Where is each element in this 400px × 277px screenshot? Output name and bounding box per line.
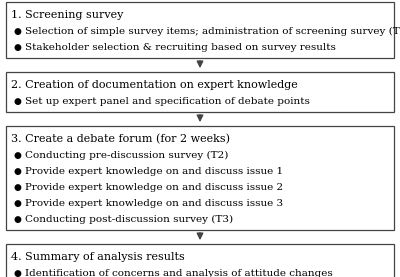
- Text: Selection of simple survey items; administration of screening survey (T1): Selection of simple survey items; admini…: [25, 27, 400, 36]
- Text: Conducting post-discussion survey (T3): Conducting post-discussion survey (T3): [25, 215, 233, 224]
- Text: ●: ●: [13, 151, 21, 160]
- Text: Provide expert knowledge on and discuss issue 3: Provide expert knowledge on and discuss …: [25, 199, 283, 208]
- Bar: [6, 126, 394, 230]
- Bar: [6, 2, 394, 58]
- Text: 4. Summary of analysis results: 4. Summary of analysis results: [11, 252, 185, 262]
- Text: ●: ●: [13, 27, 21, 36]
- Text: ●: ●: [13, 167, 21, 176]
- Text: 2. Creation of documentation on expert knowledge: 2. Creation of documentation on expert k…: [11, 80, 298, 90]
- Bar: [6, 244, 394, 277]
- Text: Provide expert knowledge on and discuss issue 2: Provide expert knowledge on and discuss …: [25, 183, 283, 192]
- Text: Set up expert panel and specification of debate points: Set up expert panel and specification of…: [25, 97, 310, 106]
- Text: Identification of concerns and analysis of attitude changes: Identification of concerns and analysis …: [25, 269, 333, 277]
- Text: Conducting pre-discussion survey (T2): Conducting pre-discussion survey (T2): [25, 151, 228, 160]
- Text: ●: ●: [13, 199, 21, 208]
- Text: ●: ●: [13, 43, 21, 52]
- Text: 1. Screening survey: 1. Screening survey: [11, 10, 123, 20]
- Text: Stakeholder selection & recruiting based on survey results: Stakeholder selection & recruiting based…: [25, 43, 336, 52]
- Bar: [6, 72, 394, 112]
- Text: ●: ●: [13, 183, 21, 192]
- Text: Provide expert knowledge on and discuss issue 1: Provide expert knowledge on and discuss …: [25, 167, 283, 176]
- Text: ●: ●: [13, 97, 21, 106]
- Text: ●: ●: [13, 269, 21, 277]
- Text: ●: ●: [13, 215, 21, 224]
- Text: 3. Create a debate forum (for 2 weeks): 3. Create a debate forum (for 2 weeks): [11, 134, 230, 144]
